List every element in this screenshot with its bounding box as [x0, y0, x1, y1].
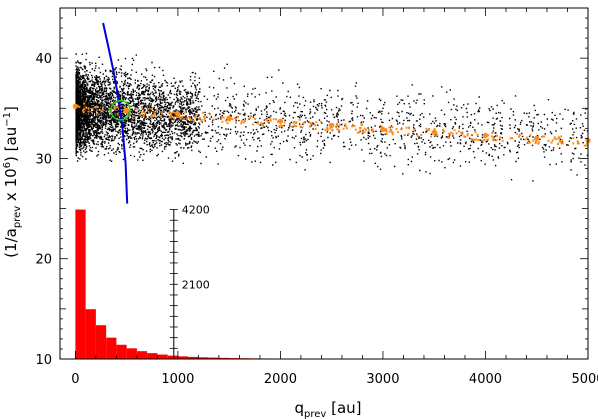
green-circle-marker [110, 99, 131, 121]
x-axis-ticks: 0 1000 2000 3000 4000 5000 [71, 8, 598, 387]
y-tick-label: 10 [35, 353, 52, 368]
count-axis-tick-label: 4200 [182, 204, 210, 217]
y-axis-ticks: 20 30 40 10 [35, 7, 588, 368]
plot-frame [59, 7, 589, 360]
histogram-bar [167, 355, 178, 359]
y-tick-label: 20 [35, 253, 52, 268]
count-axis-tick-label: 2100 [182, 278, 210, 291]
histogram-bar [85, 309, 96, 359]
x-tick-label: 4000 [469, 372, 502, 387]
histogram [75, 209, 547, 359]
histogram-bar [116, 344, 127, 359]
trend-band [76, 102, 589, 147]
clone-scatter [75, 52, 589, 182]
histogram-count-axis: 2100 4200 [169, 204, 210, 360]
x-tick-label: 2000 [264, 372, 297, 387]
clone-points [75, 52, 589, 182]
x-tick-label: 1000 [161, 372, 194, 387]
histogram-bar [198, 357, 209, 359]
trend-point [175, 111, 181, 117]
y-axis-title: (1/aprev x 106) [au−1] [2, 106, 23, 258]
histogram-bar [95, 325, 107, 359]
trend-point [124, 107, 130, 113]
trend-point [482, 132, 489, 138]
histogram-bar [208, 357, 219, 359]
trend-scatter [72, 102, 591, 147]
histogram-bar [136, 351, 148, 359]
trend-point [72, 103, 78, 109]
x-axis-title: qprev [au] [294, 399, 361, 419]
x-tick-label: 3000 [366, 372, 399, 387]
histogram-bar [177, 356, 189, 359]
histogram-bar [188, 356, 199, 359]
blue-curve [102, 22, 129, 204]
histogram-bar [218, 357, 230, 359]
y-tick-label: 30 [35, 152, 52, 167]
x-tick-label: 5000 [571, 372, 598, 387]
histogram-bar [106, 337, 117, 359]
x-tick-label: 0 [71, 372, 79, 387]
trend-point [380, 126, 386, 132]
histogram-bar [147, 353, 158, 359]
histogram-bar [126, 348, 137, 359]
y-tick-label: 40 [35, 52, 52, 67]
histogram-bar [157, 354, 168, 359]
histogram-bar [75, 209, 86, 359]
